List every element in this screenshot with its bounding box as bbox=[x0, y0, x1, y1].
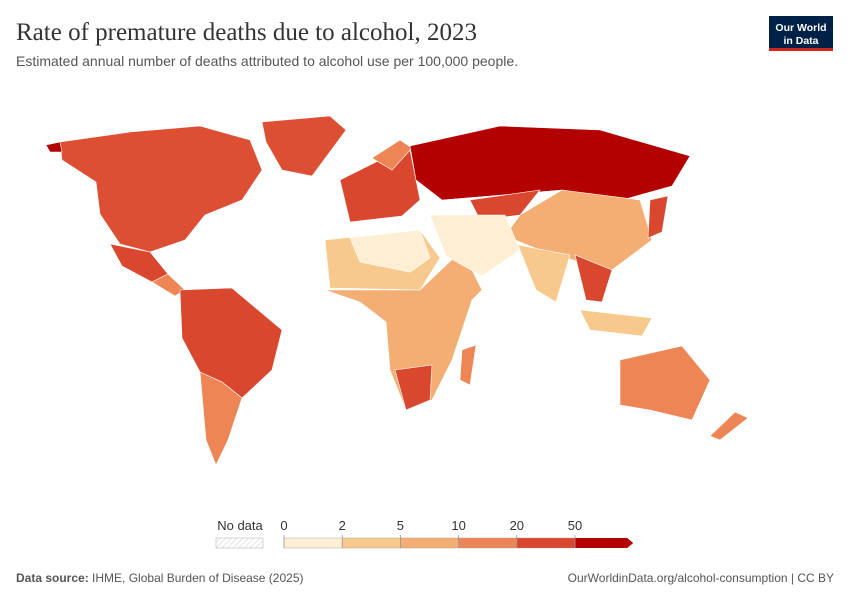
legend-tick-label: 50 bbox=[568, 518, 582, 533]
region bbox=[409, 125, 691, 201]
source-text: IHME, Global Burden of Disease (2025) bbox=[92, 571, 303, 585]
subtitle: Estimated annual number of deaths attrib… bbox=[16, 53, 518, 69]
legend-tick-label: 2 bbox=[339, 518, 346, 533]
region bbox=[429, 214, 521, 277]
region bbox=[574, 254, 613, 303]
source: Data source: IHME, Global Burden of Dise… bbox=[16, 571, 303, 585]
legend-tick-label: 5 bbox=[397, 518, 404, 533]
legend-swatch bbox=[458, 537, 518, 549]
legend-tick-label: 20 bbox=[510, 518, 524, 533]
logo-text: Our World bbox=[775, 22, 826, 34]
logo-text: in Data bbox=[783, 35, 818, 47]
region bbox=[199, 371, 243, 466]
legend-swatch bbox=[516, 537, 576, 549]
region bbox=[59, 125, 263, 253]
url: OurWorldinData.org/alcohol-consumption |… bbox=[568, 571, 834, 585]
region bbox=[709, 411, 749, 441]
legend-swatch bbox=[400, 537, 459, 549]
region bbox=[349, 229, 431, 273]
logo: Our World in Data bbox=[769, 16, 833, 51]
no-data-swatch bbox=[215, 537, 264, 549]
region bbox=[579, 309, 653, 337]
logo-box bbox=[769, 16, 833, 50]
legend-tick-label: 10 bbox=[451, 518, 465, 533]
source-label: Data source: bbox=[16, 571, 89, 585]
legend-swatch bbox=[575, 538, 634, 548]
region bbox=[394, 364, 433, 411]
legend-swatch bbox=[342, 537, 401, 549]
title: Rate of premature deaths due to alcohol,… bbox=[16, 19, 477, 46]
region bbox=[517, 244, 571, 303]
region bbox=[45, 141, 63, 153]
legend-tick-label: 0 bbox=[280, 518, 287, 533]
legend-bins: 0 2 5 10 20 50 bbox=[280, 518, 634, 549]
region bbox=[647, 195, 669, 239]
legend: No data 0 2 5 10 20 50 bbox=[215, 518, 634, 549]
region bbox=[179, 287, 283, 399]
region bbox=[109, 243, 169, 283]
no-data-label: No data bbox=[217, 518, 263, 533]
logo-stripe bbox=[769, 48, 833, 51]
region bbox=[261, 115, 347, 177]
legend-swatch bbox=[283, 537, 343, 549]
region bbox=[619, 345, 711, 421]
region bbox=[459, 344, 477, 386]
world-map bbox=[45, 115, 749, 466]
